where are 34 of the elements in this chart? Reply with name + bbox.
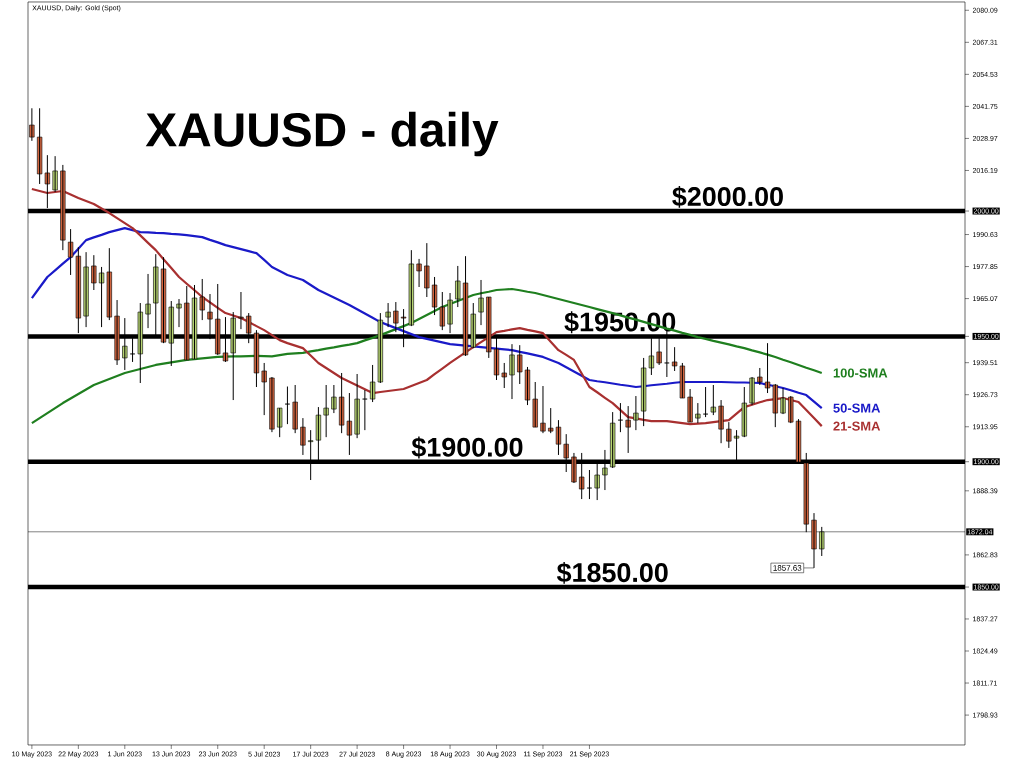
ref-line-label: $1900.00 — [411, 436, 523, 459]
candlestick — [455, 265, 461, 308]
candlestick — [91, 254, 97, 291]
ref-line-label: $1850.00 — [556, 561, 668, 584]
candlestick — [176, 298, 182, 328]
series-label: 21-SMA — [833, 421, 881, 431]
candlestick — [695, 402, 701, 424]
candlestick — [788, 395, 794, 424]
candlestick — [726, 421, 732, 449]
candlestick — [517, 344, 523, 385]
series-label: 100-SMA — [833, 368, 888, 378]
candlestick — [757, 367, 763, 386]
candlestick — [586, 469, 593, 500]
candlestick — [199, 278, 205, 321]
candlestick — [424, 242, 430, 298]
candlestick — [501, 362, 507, 389]
candlestick — [710, 384, 716, 416]
candlestick — [416, 258, 422, 288]
ref-line-label: $2000.00 — [672, 185, 783, 208]
candlestick — [393, 301, 399, 333]
candlestick — [625, 405, 631, 454]
candlestick — [238, 291, 244, 330]
candlestick — [277, 407, 283, 438]
candlestick — [702, 386, 709, 418]
series-label: 50-SMA — [833, 403, 881, 413]
candlestick — [323, 384, 329, 438]
candlestick — [292, 384, 298, 434]
candlestick — [633, 395, 639, 431]
candlestick — [617, 402, 624, 433]
candlestick — [284, 386, 291, 425]
candlestick — [261, 362, 267, 416]
text: XAUUSD - daily — [145, 111, 499, 157]
candlestick — [532, 381, 538, 428]
candlestick — [385, 302, 391, 328]
